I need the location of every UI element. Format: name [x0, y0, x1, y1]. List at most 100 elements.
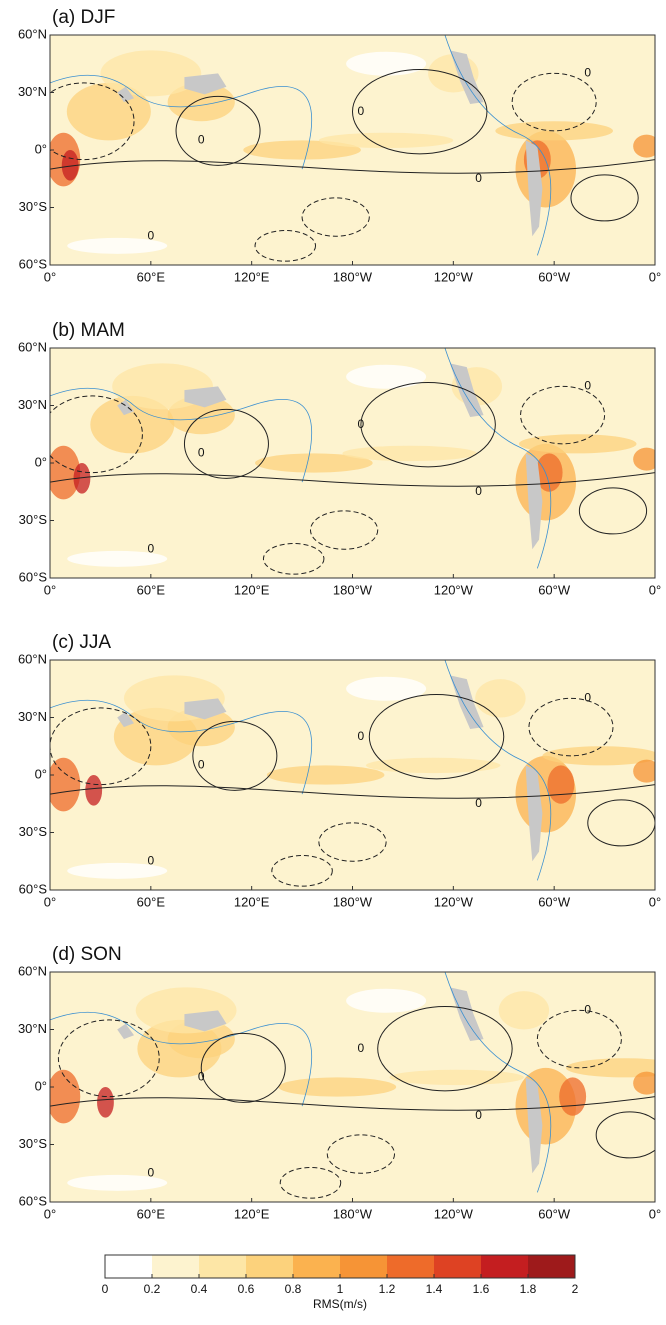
lon-tick-label: 180°W — [333, 269, 373, 284]
coastline — [444, 35, 552, 256]
contour — [50, 82, 135, 161]
colorbar-tick-label: 0.8 — [285, 1282, 302, 1296]
shading-blob — [278, 1077, 397, 1097]
lat-tick-label: 60°S — [19, 256, 48, 271]
lat-tick-label: 60°N — [18, 26, 47, 41]
shading-blob — [85, 775, 103, 806]
shading-blob — [518, 434, 637, 454]
colorbar-swatch — [481, 1255, 528, 1278]
contour — [192, 720, 278, 791]
lon-tick-label: 120°E — [234, 269, 270, 284]
lat-tick-label: 60°N — [18, 651, 47, 666]
shading-blob — [346, 364, 427, 389]
lon-tick-label: 120°E — [234, 894, 270, 909]
lon-tick-label: 180°W — [333, 582, 373, 597]
lon-tick-label: 120°E — [234, 582, 270, 597]
shading-blob — [67, 1174, 168, 1191]
lat-tick-label: 0° — [35, 1078, 47, 1093]
contour-label: 0 — [147, 1165, 154, 1179]
colorbar-swatch — [199, 1255, 246, 1278]
contour — [50, 784, 655, 799]
contour — [570, 174, 639, 222]
lon-tick-label: 60°E — [137, 894, 166, 909]
lon-tick-label: 60°W — [538, 1206, 571, 1221]
contour — [309, 510, 379, 550]
panel-title: (a) DJF — [52, 7, 115, 28]
lat-tick-label: 30°N — [18, 1021, 47, 1036]
contour — [50, 1096, 655, 1111]
colorbar-label: RMS(m/s) — [313, 1297, 367, 1311]
contour — [254, 230, 317, 262]
shading-blob — [50, 1069, 81, 1124]
land-mask — [184, 73, 227, 95]
contour — [352, 69, 488, 155]
contour-label: 0 — [475, 1108, 482, 1122]
lon-tick-label: 0° — [44, 1206, 56, 1221]
shading-blob — [346, 988, 427, 1013]
shading-blob — [67, 550, 168, 567]
lon-tick-label: 0° — [649, 582, 661, 597]
colorbar-swatch — [152, 1255, 199, 1278]
land-mask — [449, 675, 484, 729]
map-area: 0 0 0 0 0 — [50, 35, 655, 265]
shading-blob — [255, 453, 373, 473]
lat-tick-label: 30°N — [18, 709, 47, 724]
contour — [200, 1032, 286, 1103]
colorbar-tick-label: 1.2 — [379, 1282, 396, 1296]
lon-tick-label: 120°W — [434, 582, 474, 597]
contour — [50, 472, 655, 487]
shading-blob — [346, 51, 427, 76]
map-area: 0 0 0 0 0 — [50, 972, 655, 1202]
contour-label: 0 — [358, 1041, 365, 1055]
land-mask — [525, 765, 543, 862]
land-mask — [525, 453, 543, 550]
shading-blob — [90, 395, 175, 454]
lon-tick-label: 0° — [649, 269, 661, 284]
contour — [50, 159, 655, 174]
lat-tick-label: 60°S — [19, 1193, 48, 1208]
shading-blob — [633, 1071, 655, 1095]
coastline — [50, 387, 313, 483]
lat-tick-label: 60°S — [19, 569, 48, 584]
contour — [279, 1167, 342, 1199]
contour — [262, 543, 325, 575]
contour — [528, 697, 614, 757]
contour-label: 0 — [198, 446, 205, 460]
contour-label: 0 — [358, 417, 365, 431]
shading-blob — [633, 759, 655, 783]
contour — [183, 408, 269, 479]
lon-tick-label: 60°E — [137, 582, 166, 597]
contour — [50, 395, 143, 474]
lon-tick-label: 60°W — [538, 269, 571, 284]
panel-title: (b) MAM — [52, 320, 125, 341]
contour-label: 0 — [584, 1003, 591, 1017]
colorbar-tick-label: 0.2 — [144, 1282, 161, 1296]
shading-blob — [495, 121, 613, 141]
shading-blob — [243, 140, 361, 160]
contour — [57, 1019, 160, 1098]
shading-blob — [542, 746, 655, 766]
colorbar-swatch — [105, 1255, 152, 1278]
colorbar-tick-label: 0.4 — [191, 1282, 208, 1296]
lat-tick-label: 60°N — [18, 963, 47, 978]
colorbar-swatch — [387, 1255, 434, 1278]
lon-tick-label: 0° — [44, 269, 56, 284]
contour-label: 0 — [475, 484, 482, 498]
shading-blob — [50, 757, 81, 812]
shading-blob — [266, 765, 385, 785]
shading-blob — [365, 757, 501, 774]
shading-blob — [100, 50, 202, 97]
lon-tick-label: 120°W — [434, 1206, 474, 1221]
land-mask — [449, 987, 484, 1041]
colorbar-swatch — [246, 1255, 293, 1278]
shading-blob — [61, 150, 79, 181]
contour-label: 0 — [475, 171, 482, 185]
shading-blob — [67, 862, 168, 879]
shading-blob — [389, 1069, 524, 1086]
coastline — [50, 699, 313, 795]
contour-label: 0 — [198, 133, 205, 147]
lon-tick-label: 0° — [44, 582, 56, 597]
lon-tick-label: 120°E — [234, 1206, 270, 1221]
